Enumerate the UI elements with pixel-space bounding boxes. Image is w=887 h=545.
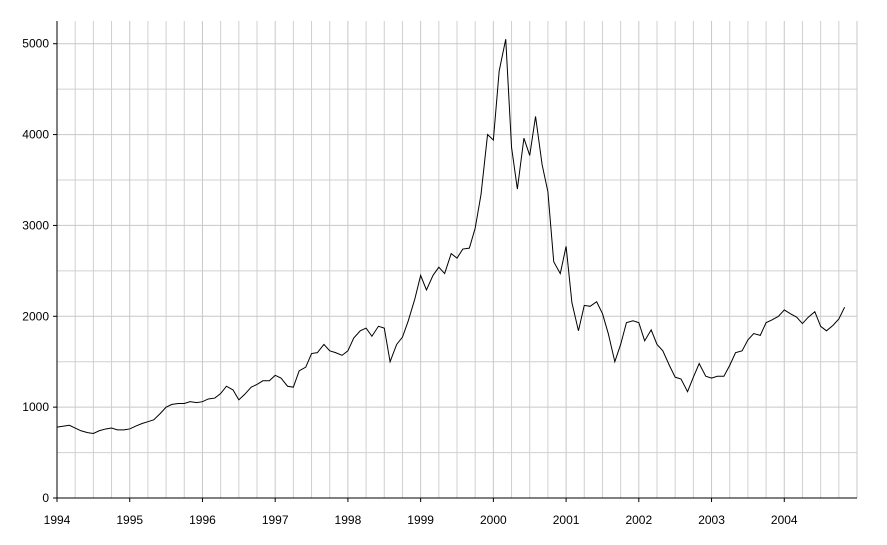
- x-tick-label: 2001: [553, 513, 580, 527]
- x-tick-label: 1995: [116, 513, 143, 527]
- y-tick-label: 4000: [22, 128, 49, 142]
- line-series: [56, 39, 846, 435]
- x-tick-label: 2000: [480, 513, 507, 527]
- y-tick-label: 2000: [22, 309, 49, 323]
- y-tick-label: 3000: [22, 218, 49, 232]
- x-tick-label: 1996: [189, 513, 216, 527]
- y-tick-label: 0: [42, 491, 49, 505]
- x-tick-label: 2003: [698, 513, 725, 527]
- y-tick-label: 5000: [22, 37, 49, 51]
- y-tick-label: 1000: [22, 400, 49, 414]
- x-tick-label: 2004: [771, 513, 798, 527]
- x-tick-label: 1998: [335, 513, 362, 527]
- x-tick-label: 1999: [407, 513, 434, 527]
- x-tick-label: 1997: [262, 513, 289, 527]
- x-tick-label: 2002: [625, 513, 652, 527]
- x-tick-label: 1994: [44, 513, 71, 527]
